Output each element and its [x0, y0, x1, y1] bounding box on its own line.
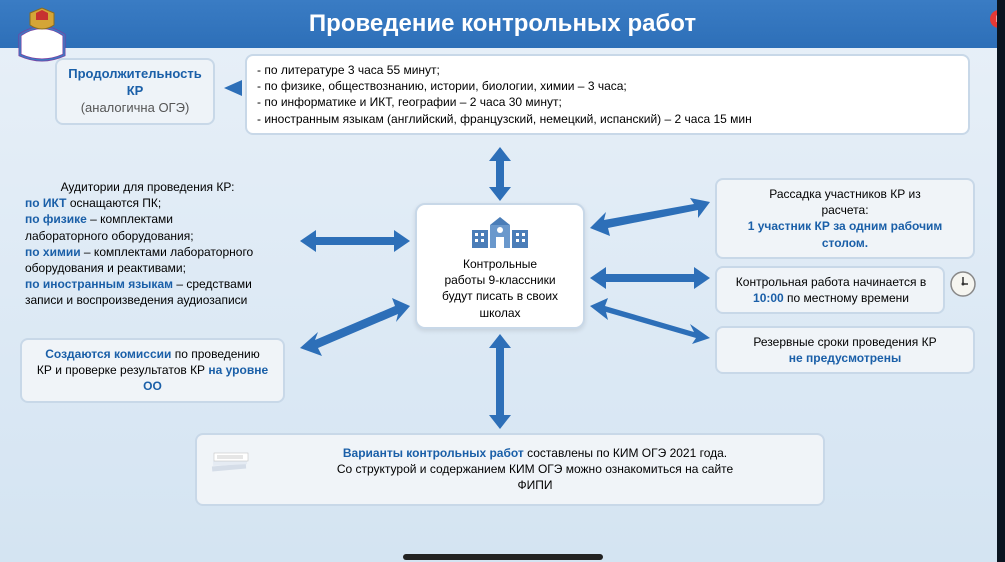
seat-l2: расчета: — [727, 202, 963, 218]
audit-l2b: оснащаются ПК; — [70, 196, 161, 210]
emblem-icon — [10, 5, 75, 70]
arrow-left-icon — [218, 76, 242, 100]
reserve-box: Резервные сроки проведения КР не предусм… — [715, 326, 975, 374]
content-area: Продолжительность КР (аналогична ОГЭ) - … — [0, 48, 1005, 558]
audit-l7b: – средствами — [173, 277, 252, 291]
duration-title-box: Продолжительность КР (аналогична ОГЭ) — [55, 58, 215, 125]
audit-l3a: по физике — [25, 212, 87, 226]
commission-box: Создаются комиссии по проведению КР и пр… — [20, 338, 285, 403]
duration-item-2: - по физике, обществознанию, истории, би… — [257, 78, 958, 94]
start-l2: 10:00 — [753, 291, 787, 305]
center-l1: Контрольные — [423, 256, 577, 272]
res-l2: не предусмотрены — [727, 350, 963, 366]
center-l4: школах — [423, 305, 577, 321]
bot-p2: составлены по КИМ ОГЭ 2021 года. — [527, 446, 727, 460]
arrow-vertical-icon — [485, 147, 515, 201]
audit-box: Аудитории для проведения КР: по ИКТ осна… — [15, 173, 280, 315]
page-title: Проведение контрольных работ — [309, 10, 696, 37]
duration-title-1: Продолжительность — [68, 66, 201, 81]
home-indicator — [403, 554, 603, 560]
duration-list-box: - по литературе 3 часа 55 минут; - по фи… — [245, 54, 970, 135]
comm-p2: по проведению — [175, 347, 260, 361]
school-building-icon — [470, 215, 530, 250]
comm-p3: КР и проверке результатов КР — [37, 363, 209, 377]
center-box: Контрольные работы 9-классники будут пис… — [415, 203, 585, 329]
arrow-diagonal-icon — [300, 298, 410, 358]
audit-l2a: по ИКТ — [25, 196, 70, 210]
audit-l7a: по иностранным языкам — [25, 277, 173, 291]
duration-title-2: КР — [127, 83, 144, 98]
duration-item-1: - по литературе 3 часа 55 минут; — [257, 62, 958, 78]
audit-l5b: – комплектами лабораторного — [81, 245, 254, 259]
res-l1: Резервные сроки проведения КР — [727, 334, 963, 350]
center-l3: будут писать в своих — [423, 288, 577, 304]
bot-p3: Со структурой и содержанием КИМ ОГЭ можн… — [337, 462, 733, 476]
start-l3: по местному времени — [787, 291, 909, 305]
seat-l4: столом. — [727, 235, 963, 251]
duration-item-3: - по информатике и ИКТ, географии – 2 ча… — [257, 94, 958, 110]
seat-l1: Рассадка участников КР из — [727, 186, 963, 202]
clock-icon — [950, 271, 976, 297]
audit-l5a: по химии — [25, 245, 81, 259]
audit-line1: Аудитории для проведения КР: — [25, 179, 270, 195]
seat-l3: 1 участник КР за одним рабочим — [727, 218, 963, 234]
comm-p1: Создаются комиссии — [45, 347, 174, 361]
duration-item-4: - иностранным языкам (английский, францу… — [257, 111, 958, 127]
audit-l6: оборудования и реактивами; — [25, 260, 270, 276]
header-bar: Проведение контрольных работ — [0, 0, 1005, 48]
audit-l8: записи и воспроизведения аудиозаписи — [25, 292, 270, 308]
start-l1: Контрольная работа начинается в — [727, 274, 935, 290]
audit-l4: лабораторного оборудования; — [25, 228, 270, 244]
center-l2: работы 9-классники — [423, 272, 577, 288]
comm-p5: ОО — [143, 379, 162, 393]
audit-l3b: – комплектами — [87, 212, 173, 226]
arrow-vertical-icon — [485, 334, 515, 429]
comm-p4: на уровне — [208, 363, 268, 377]
bottom-box: Варианты контрольных работ составлены по… — [195, 433, 825, 506]
documents-icon — [207, 447, 252, 482]
arrow-diagonal-icon — [590, 298, 710, 348]
arrow-horizontal-icon — [590, 263, 710, 293]
duration-subtitle: (аналогична ОГЭ) — [81, 100, 190, 115]
start-box: Контрольная работа начинается в 10:00 по… — [715, 266, 945, 314]
bot-p1: Варианты контрольных работ — [343, 446, 527, 460]
bot-p4: ФИПИ — [518, 478, 553, 492]
seating-box: Рассадка участников КР из расчета: 1 уча… — [715, 178, 975, 259]
arrow-diagonal-icon — [590, 198, 710, 238]
arrow-horizontal-icon — [300, 226, 410, 256]
